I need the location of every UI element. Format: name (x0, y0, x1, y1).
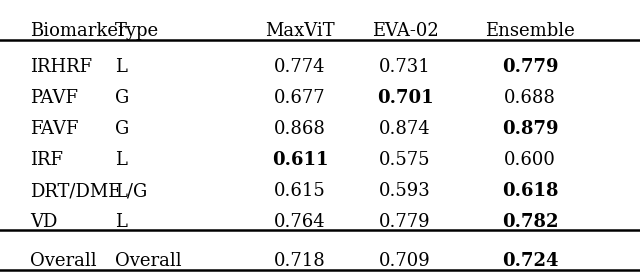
Text: 0.868: 0.868 (274, 120, 326, 138)
Text: 0.718: 0.718 (274, 252, 326, 270)
Text: Type: Type (115, 22, 159, 40)
Text: 0.575: 0.575 (380, 151, 431, 169)
Text: Overall: Overall (115, 252, 182, 270)
Text: 0.724: 0.724 (502, 252, 558, 270)
Text: PAVF: PAVF (30, 89, 78, 107)
Text: 0.709: 0.709 (379, 252, 431, 270)
Text: 0.600: 0.600 (504, 151, 556, 169)
Text: L/G: L/G (115, 182, 147, 200)
Text: 0.688: 0.688 (504, 89, 556, 107)
Text: Biomarker: Biomarker (30, 22, 127, 40)
Text: 0.677: 0.677 (274, 89, 326, 107)
Text: 0.593: 0.593 (379, 182, 431, 200)
Text: 0.782: 0.782 (502, 213, 558, 231)
Text: IRHRF: IRHRF (30, 58, 92, 76)
Text: G: G (115, 120, 129, 138)
Text: 0.874: 0.874 (379, 120, 431, 138)
Text: 0.731: 0.731 (379, 58, 431, 76)
Text: VD: VD (30, 213, 58, 231)
Text: 0.701: 0.701 (377, 89, 433, 107)
Text: 0.611: 0.611 (272, 151, 328, 169)
Text: MaxViT: MaxViT (265, 22, 335, 40)
Text: 0.615: 0.615 (274, 182, 326, 200)
Text: L: L (115, 213, 127, 231)
Text: IRF: IRF (30, 151, 63, 169)
Text: 0.618: 0.618 (502, 182, 558, 200)
Text: 0.764: 0.764 (274, 213, 326, 231)
Text: 0.774: 0.774 (275, 58, 326, 76)
Text: 0.779: 0.779 (379, 213, 431, 231)
Text: DRT/DME: DRT/DME (30, 182, 122, 200)
Text: L: L (115, 151, 127, 169)
Text: L: L (115, 58, 127, 76)
Text: 0.779: 0.779 (502, 58, 558, 76)
Text: 0.879: 0.879 (502, 120, 558, 138)
Text: G: G (115, 89, 129, 107)
Text: FAVF: FAVF (30, 120, 79, 138)
Text: Overall: Overall (30, 252, 97, 270)
Text: EVA-02: EVA-02 (372, 22, 438, 40)
Text: Ensemble: Ensemble (485, 22, 575, 40)
